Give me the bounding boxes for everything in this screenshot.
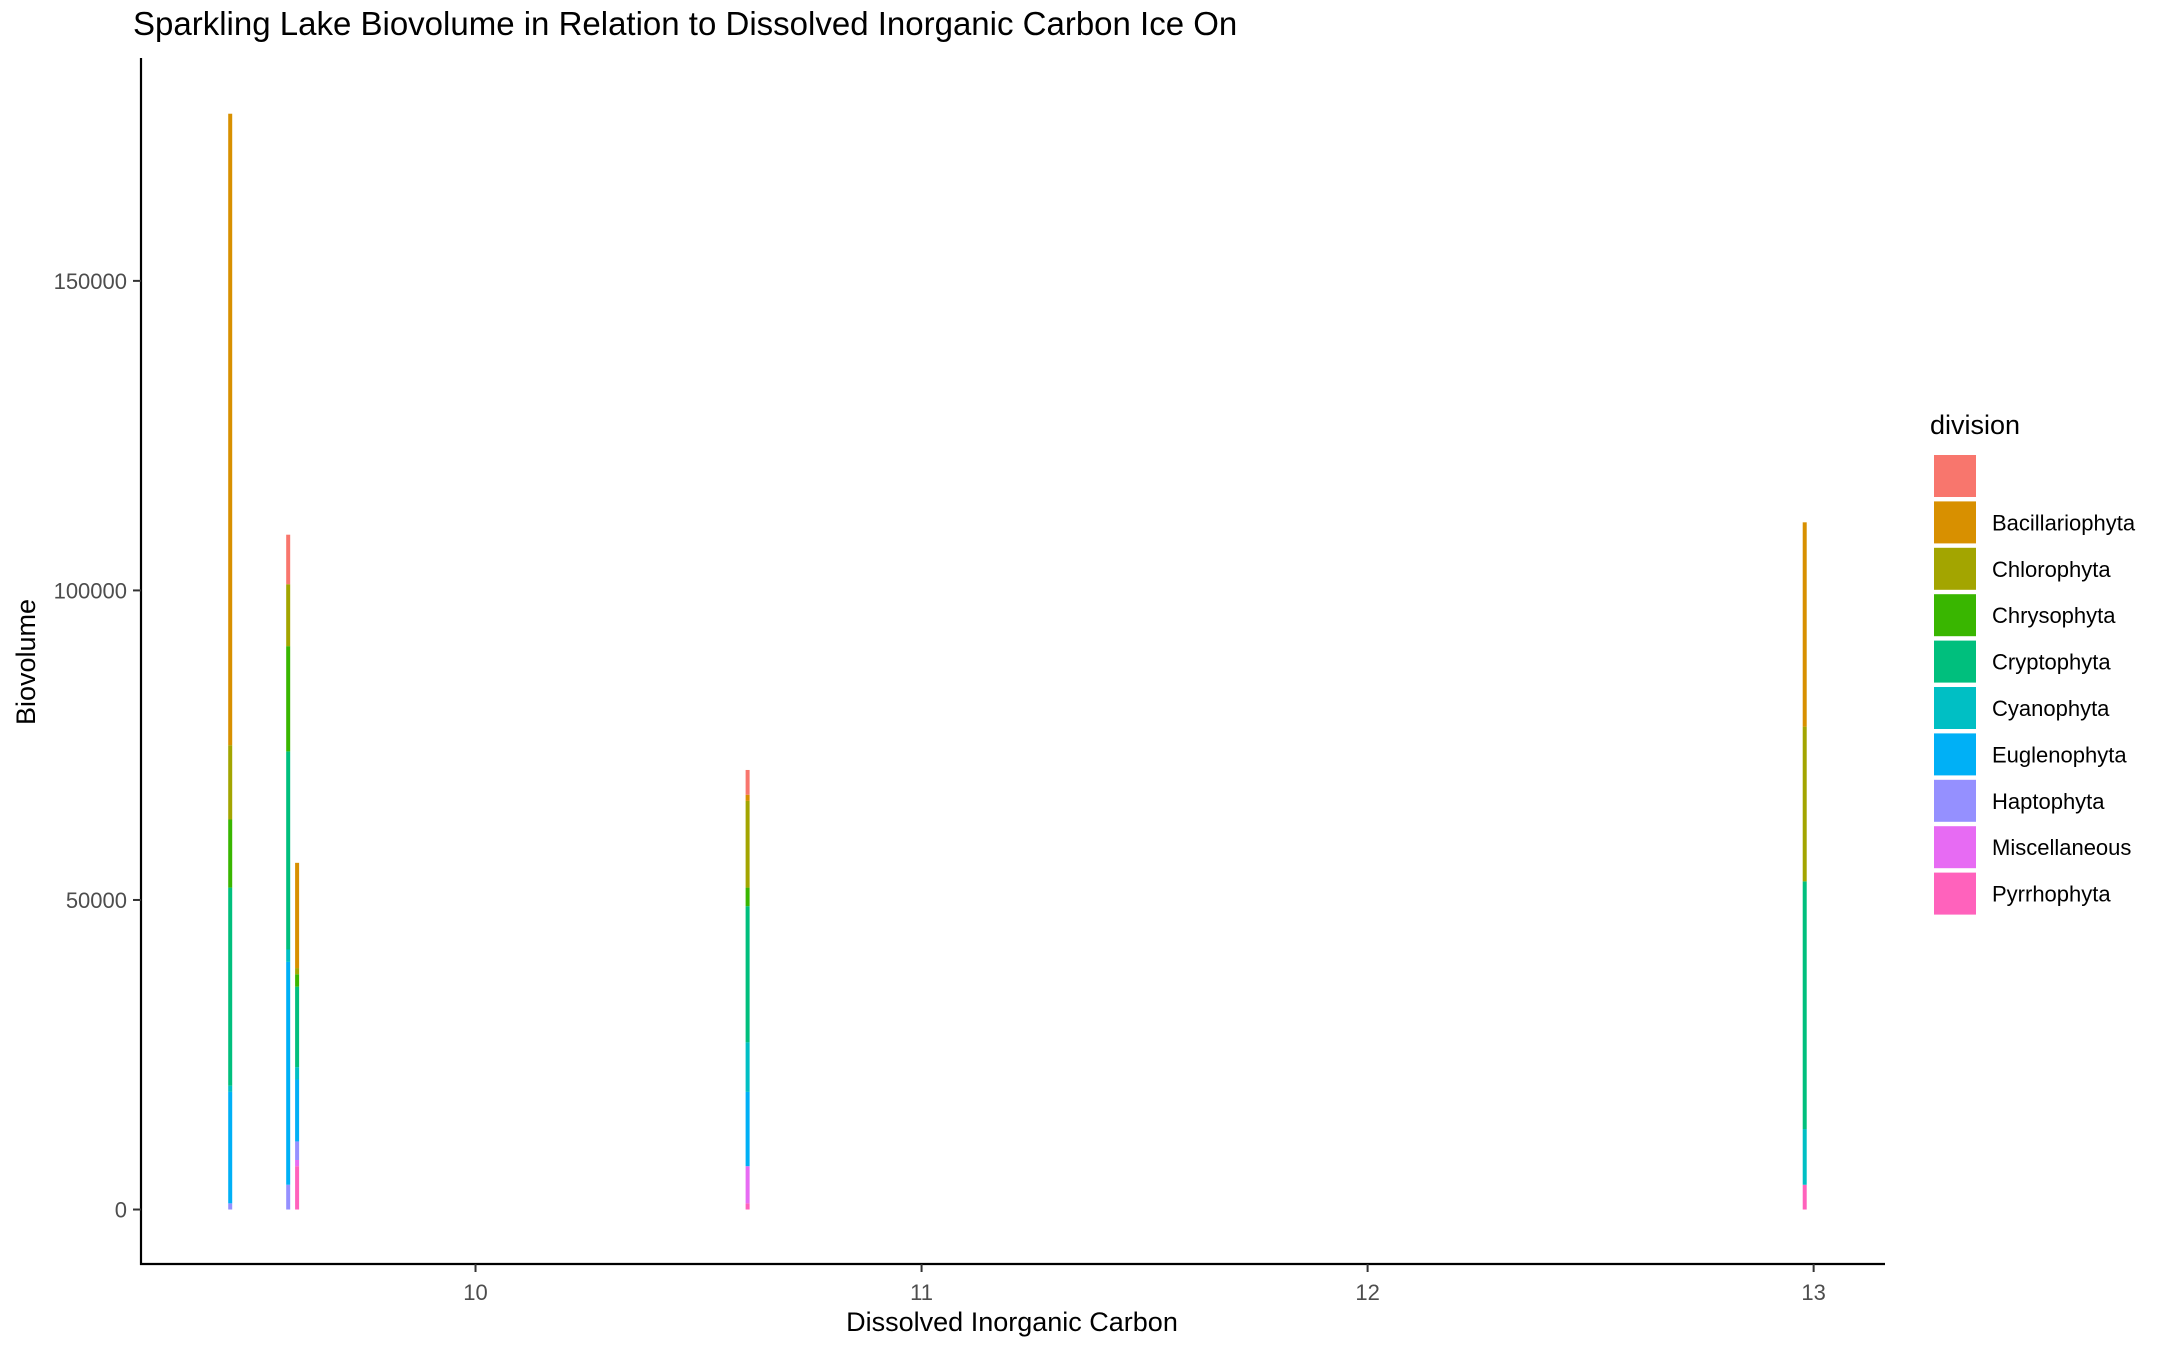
- bar-segment: [295, 968, 300, 975]
- bar-segment: [295, 1067, 300, 1080]
- legend-label: Miscellaneous: [1992, 835, 2131, 860]
- bar-segment: [286, 949, 291, 962]
- legend-swatch: [1934, 872, 1976, 915]
- bar-segment: [286, 534, 291, 585]
- bar-segment: [745, 1166, 750, 1204]
- bar-segment: [1802, 726, 1807, 882]
- legend-label: Euglenophyta: [1992, 742, 2127, 767]
- bar-segment: [295, 1079, 300, 1142]
- legend-label: Cryptophyta: [1992, 650, 2111, 675]
- bar-segment: [295, 862, 300, 969]
- bar-segment: [745, 1203, 750, 1210]
- y-axis-title: Biovolume: [11, 599, 41, 725]
- x-tick-label: 13: [1801, 1280, 1825, 1305]
- bar-segment: [295, 1159, 300, 1167]
- bar-segment: [745, 800, 750, 888]
- bar-segment: [745, 887, 750, 907]
- y-tick-label: 0: [115, 1198, 127, 1223]
- bar-segment: [228, 1203, 233, 1210]
- bar-segment: [745, 1091, 750, 1167]
- x-tick-label: 12: [1355, 1280, 1379, 1305]
- bar-segment: [228, 819, 233, 888]
- bar-segment: [228, 745, 233, 820]
- bar-segment: [1802, 522, 1807, 727]
- legend-title: division: [1930, 410, 2020, 440]
- bar-segment: [295, 1166, 300, 1210]
- legend-swatch: [1934, 687, 1976, 729]
- bar-segment: [745, 769, 750, 795]
- bar-segment: [228, 113, 233, 746]
- legend-swatch: [1934, 826, 1976, 869]
- plot-bars: [228, 113, 1807, 1210]
- y-axis-ticks: 0 50000 100000 150000: [54, 269, 141, 1223]
- y-tick-label: 50000: [66, 888, 127, 913]
- bar-segment: [286, 961, 291, 1185]
- bar-segment: [286, 751, 291, 950]
- x-tick-label: 10: [463, 1280, 487, 1305]
- bar-segment: [295, 974, 300, 987]
- legend-swatch: [1934, 779, 1976, 822]
- x-axis-title: Dissolved Inorganic Carbon: [846, 1307, 1178, 1337]
- bar-segment: [295, 986, 300, 1068]
- legend-swatch: [1934, 501, 1976, 544]
- bar-segment: [1802, 881, 1807, 1130]
- bar-segment: [286, 646, 291, 752]
- legend-swatch: [1934, 640, 1976, 683]
- legend-label: Pyrrhophyta: [1992, 882, 2111, 907]
- bar-segment: [745, 794, 750, 801]
- y-tick-label: 150000: [54, 269, 127, 294]
- legend-swatch: [1934, 733, 1976, 776]
- legend-items: Bacillariophyta Chlorophyta Chrysophyta Cry…: [1934, 455, 2136, 915]
- chart-title: Sparkling Lake Biovolume in Relation to …: [133, 5, 1237, 42]
- bar-segment: [1802, 1184, 1807, 1210]
- bar-segment: [286, 1184, 291, 1210]
- bar-segment: [1802, 1129, 1807, 1185]
- bar-segment: [745, 906, 750, 1043]
- legend-swatch: [1934, 547, 1976, 590]
- bar-segment: [745, 1042, 750, 1092]
- legend-swatch: [1934, 594, 1976, 637]
- y-tick-label: 100000: [54, 578, 127, 603]
- legend: division Bacillariophyta Chlorophyta Chrys…: [1930, 410, 2136, 915]
- legend-label: Chrysophyta: [1992, 603, 2116, 628]
- bar-segment: [286, 584, 291, 647]
- legend-label: Haptophyta: [1992, 789, 2105, 814]
- bar-segment: [295, 1141, 300, 1160]
- legend-label: Cyanophyta: [1992, 696, 2110, 721]
- bar-segment: [228, 1091, 233, 1204]
- legend-label: Bacillariophyta: [1992, 510, 2136, 535]
- x-tick-label: 11: [910, 1280, 933, 1305]
- bar-segment: [228, 1085, 233, 1092]
- legend-swatch: [1934, 455, 1976, 497]
- x-axis-ticks: 10 11 12 13: [463, 1264, 1826, 1305]
- bar-segment: [228, 887, 233, 1086]
- legend-label: Chlorophyta: [1992, 557, 2111, 582]
